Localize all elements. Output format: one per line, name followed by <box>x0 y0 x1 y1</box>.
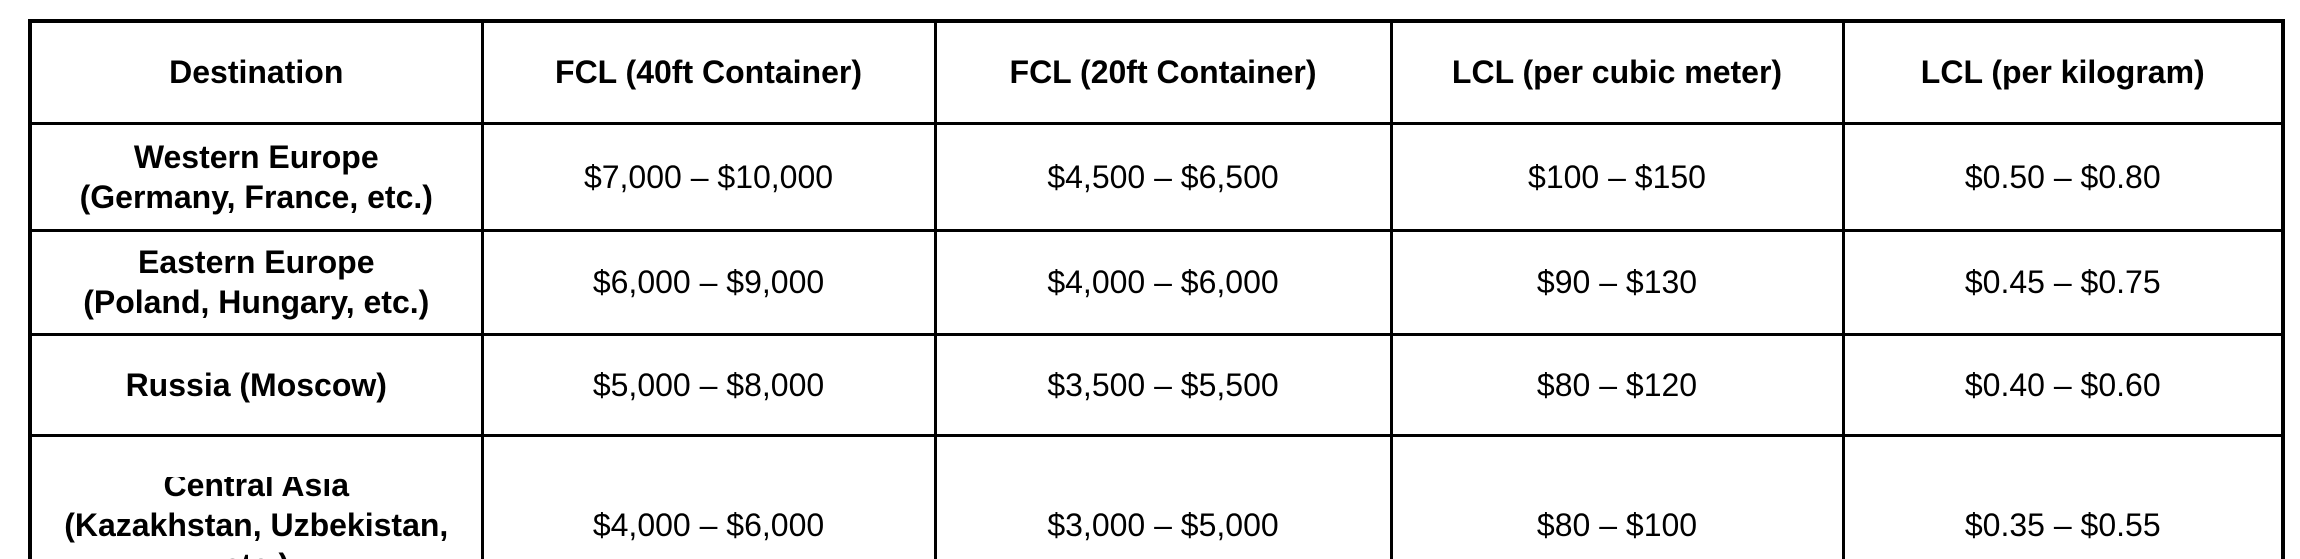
fcl-20ft-cell: $4,500 – $6,500 <box>933 121 1393 232</box>
fcl-40ft-cell: $7,000 – $10,000 <box>480 121 937 232</box>
header-cell-fcl-40ft: FCL (40ft Container) <box>480 19 937 125</box>
lcl-cbm-cell: $90 – $130 <box>1389 228 1845 336</box>
header-cell-destination: Destination <box>28 19 484 125</box>
header-cell-lcl-kg: LCL (per kilogram) <box>1841 19 2285 125</box>
lcl-cbm-cell: $80 – $120 <box>1389 332 1845 437</box>
lcl-kg-cell: $0.45 – $0.75 <box>1841 228 2285 336</box>
fcl-40ft-cell: $4,000 – $6,000 <box>480 433 937 559</box>
lcl-kg-cell: $0.35 – $0.55 <box>1841 433 2285 559</box>
table-row-eastern-europe: Eastern Europe (Poland, Hungary, etc.) $… <box>28 228 2285 336</box>
shipping-rates-table: Destination FCL (40ft Container) FCL (20… <box>28 19 2285 559</box>
lcl-cbm-cell: $100 – $150 <box>1389 121 1845 232</box>
destination-cell: Central Asia (Kazakhstan, Uzbekistan, et… <box>28 433 484 559</box>
table-row-western-europe: Western Europe (Germany, France, etc.) $… <box>28 121 2285 232</box>
destination-cell: Russia (Moscow) <box>28 332 484 437</box>
table-row-russia: Russia (Moscow) $5,000 – $8,000 $3,500 –… <box>28 332 2285 437</box>
fcl-20ft-cell: $4,000 – $6,000 <box>933 228 1393 336</box>
lcl-kg-cell: $0.40 – $0.60 <box>1841 332 2285 437</box>
fcl-20ft-cell: $3,000 – $5,000 <box>933 433 1393 559</box>
header-cell-fcl-20ft: FCL (20ft Container) <box>933 19 1393 125</box>
header-row: Destination FCL (40ft Container) FCL (20… <box>28 19 2285 125</box>
lcl-cbm-cell: $80 – $100 <box>1389 433 1845 559</box>
lcl-kg-cell: $0.50 – $0.80 <box>1841 121 2285 232</box>
fcl-20ft-cell: $3,500 – $5,500 <box>933 332 1393 437</box>
header-cell-lcl-cbm: LCL (per cubic meter) <box>1389 19 1845 125</box>
fcl-40ft-cell: $6,000 – $9,000 <box>480 228 937 336</box>
destination-cell: Eastern Europe (Poland, Hungary, etc.) <box>28 228 484 336</box>
fcl-40ft-cell: $5,000 – $8,000 <box>480 332 937 437</box>
table-row-central-asia: Central Asia (Kazakhstan, Uzbekistan, et… <box>28 433 2285 559</box>
destination-cell: Western Europe (Germany, France, etc.) <box>28 121 484 232</box>
clipped-destination-text: Central Asia (Kazakhstan, Uzbekistan, et… <box>64 476 449 559</box>
